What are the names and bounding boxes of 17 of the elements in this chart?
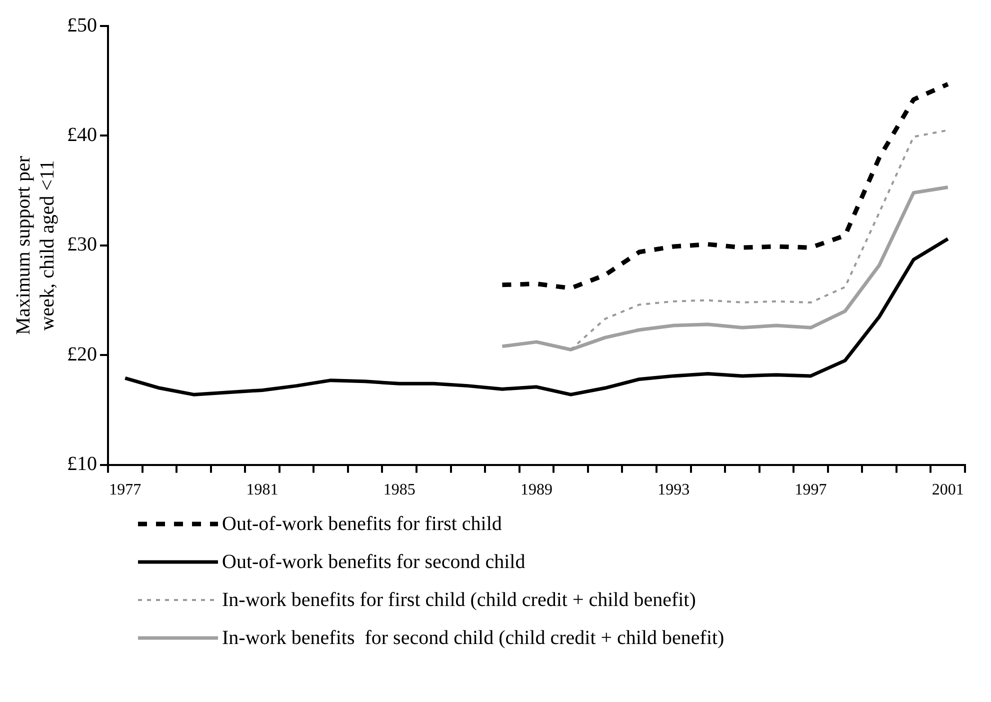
y-tick-label: £20 bbox=[67, 343, 97, 366]
x-tick-label: 1997 bbox=[794, 482, 827, 499]
y-tick-label: £40 bbox=[67, 124, 97, 146]
x-tick-label: 2001 bbox=[932, 482, 964, 499]
y-tick-label: £10 bbox=[67, 453, 97, 476]
y-axis-title: Maximum support per week, child aged <11 bbox=[12, 156, 58, 335]
x-tick-label: 1985 bbox=[383, 482, 416, 499]
legend-label: In-work benefits for first child (child credit + child benefit) bbox=[222, 588, 696, 612]
legend-label: Out-of-work benefits for second child bbox=[222, 550, 526, 574]
x-tick-label: 1977 bbox=[109, 482, 142, 499]
legend-label: In-work benefits for second child (child credit + child benefit) bbox=[222, 626, 724, 650]
x-tick-label: 1981 bbox=[246, 482, 278, 499]
x-tick-label: 1993 bbox=[658, 482, 690, 499]
y-tick-label: £30 bbox=[67, 234, 97, 256]
legend-label: Out-of-work benefits for first child bbox=[222, 512, 502, 536]
x-tick-label: 1989 bbox=[520, 482, 552, 499]
y-tick-label: £50 bbox=[67, 14, 97, 36]
